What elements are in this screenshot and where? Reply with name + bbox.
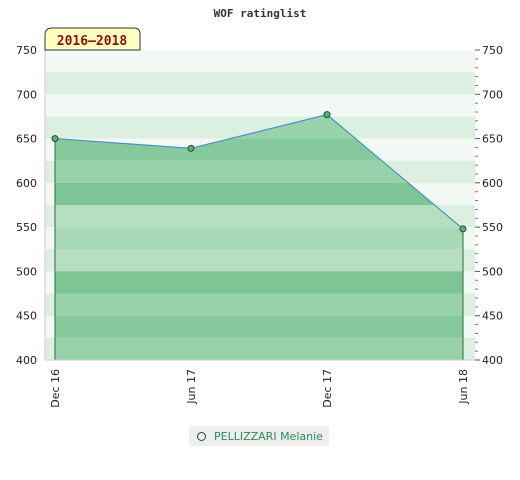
y-tick-label-right: 700: [482, 88, 503, 101]
area-band: [55, 337, 463, 360]
area-band: [55, 293, 463, 316]
y-tick-label-right: 500: [482, 265, 503, 278]
area-band: [55, 249, 463, 272]
grid-band: [45, 94, 475, 117]
y-tick-label-right: 750: [482, 44, 503, 57]
data-point: [323, 111, 331, 119]
y-tick-label-left: 600: [16, 177, 37, 190]
data-point: [187, 144, 195, 152]
legend-series-label: PELLIZZARI Melanie: [214, 429, 323, 443]
legend: PELLIZZARI Melanie: [189, 426, 329, 446]
axes: 400 400 450 450 500 500 550 550 600 600 650 650 700 7…: [16, 44, 503, 408]
y-tick-label-left: 450: [16, 310, 37, 323]
y-tick-label-left: 400: [16, 354, 37, 367]
y-tick-label-left: 750: [16, 44, 37, 57]
y-tick-label-right: 450: [482, 310, 503, 323]
period-badge-label: 2016–2018: [57, 34, 128, 49]
grid-band: [45, 72, 475, 95]
area-band: [55, 227, 463, 250]
y-tick-label-right: 650: [482, 133, 503, 146]
grid-band: [45, 116, 475, 139]
x-tick-label: Dec 16: [49, 369, 62, 408]
y-tick-label-left: 500: [16, 265, 37, 278]
period-badge-box: [44, 27, 141, 51]
y-tick-label-left: 650: [16, 133, 37, 146]
legend-marker-icon: [197, 431, 206, 441]
y-tick-label-left: 700: [16, 88, 37, 101]
chart-title: WOF ratinglist: [214, 7, 307, 20]
series-line: [54, 114, 464, 230]
area-band: [55, 182, 463, 205]
x-tick-label: Jun 18: [457, 369, 470, 405]
period-badge: 2016–2018: [44, 27, 141, 51]
data-point: [459, 225, 467, 233]
y-tick-label-right: 550: [482, 221, 503, 234]
area-band: [55, 160, 463, 183]
y-tick-label-right: 600: [482, 177, 503, 190]
area-band: [55, 205, 463, 228]
y-tick-label-right: 400: [482, 354, 503, 367]
grid-band: [45, 50, 475, 73]
area-band: [55, 315, 463, 338]
x-tick-label: Dec 17: [321, 369, 334, 408]
x-tick-label: Jun 17: [185, 369, 198, 405]
y-tick-label-left: 550: [16, 221, 37, 234]
area-band: [55, 271, 463, 294]
data-point: [51, 135, 59, 143]
